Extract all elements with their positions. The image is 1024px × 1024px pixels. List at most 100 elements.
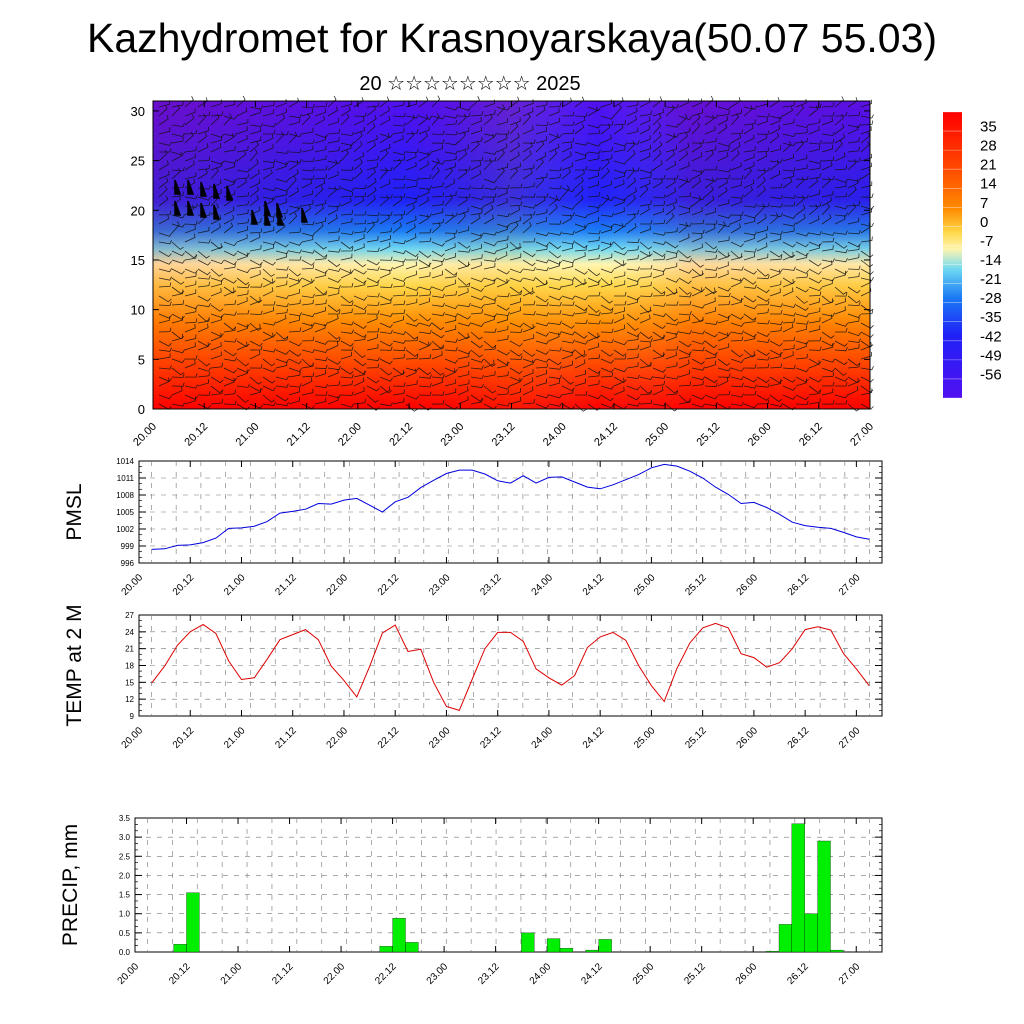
wind-barb bbox=[457, 168, 468, 180]
wind-barb bbox=[678, 98, 690, 108]
wind-barb bbox=[249, 296, 261, 306]
wind-barb bbox=[561, 331, 576, 336]
wind-barb bbox=[457, 112, 471, 117]
wind-barb bbox=[158, 160, 169, 171]
wind-barb bbox=[795, 313, 810, 318]
wind-barb bbox=[236, 283, 250, 289]
wind-barb bbox=[587, 192, 601, 198]
wind-barb bbox=[678, 398, 691, 405]
wind-barb bbox=[847, 229, 861, 235]
y-tick-label: 12 bbox=[125, 695, 134, 704]
wind-barb bbox=[730, 241, 744, 248]
wind-barb bbox=[561, 360, 573, 369]
wind-barb bbox=[600, 268, 615, 274]
y-tick-label: 0.0 bbox=[119, 948, 131, 957]
wind-barb bbox=[769, 363, 783, 369]
wind-barb bbox=[808, 277, 822, 284]
wind-barb bbox=[444, 368, 456, 378]
wind-barb bbox=[392, 331, 406, 336]
wind-barb bbox=[236, 168, 250, 173]
wind-barb bbox=[587, 217, 599, 225]
colorbar-scale bbox=[943, 112, 962, 398]
wind-barb bbox=[587, 332, 599, 342]
wind-barb bbox=[314, 155, 327, 162]
wind-barb bbox=[353, 131, 363, 144]
wind-barb bbox=[431, 400, 445, 405]
wind-barb bbox=[496, 292, 510, 298]
wind-barb bbox=[496, 315, 508, 324]
wind-barb bbox=[782, 323, 794, 333]
wind-barb bbox=[834, 258, 848, 263]
wind-barb bbox=[392, 134, 404, 144]
wind-barb bbox=[353, 358, 367, 367]
wind-barb bbox=[288, 205, 300, 216]
wind-barb bbox=[756, 349, 770, 356]
y-tick-label: 24 bbox=[125, 628, 134, 637]
wind-barb bbox=[314, 323, 326, 333]
wind-barb bbox=[717, 377, 729, 387]
wind-barb bbox=[587, 379, 600, 387]
wind-barb bbox=[496, 198, 508, 207]
wind-barb bbox=[288, 131, 298, 144]
wind-barb bbox=[665, 313, 678, 322]
heatmap-shading bbox=[153, 101, 870, 409]
wind-barb bbox=[652, 122, 662, 135]
wind-barb bbox=[171, 316, 183, 324]
precip-bar bbox=[804, 913, 818, 953]
wind-barb bbox=[457, 166, 471, 171]
wind-barb bbox=[535, 100, 548, 108]
wind-barb bbox=[249, 350, 261, 360]
wind-barb bbox=[665, 241, 679, 249]
wind-barb bbox=[483, 345, 497, 351]
wind-barb bbox=[470, 205, 485, 210]
wind-barb bbox=[457, 313, 471, 320]
wind-barb bbox=[483, 158, 492, 171]
wind-barb bbox=[522, 107, 534, 117]
wind-barb bbox=[821, 190, 834, 198]
wind-barb bbox=[249, 283, 263, 288]
wind-barb bbox=[431, 378, 443, 387]
wind-barb bbox=[379, 194, 393, 199]
wind-barb bbox=[535, 173, 548, 180]
wind-barb bbox=[444, 155, 457, 162]
wind-barb bbox=[704, 331, 718, 338]
wind-barb bbox=[379, 402, 393, 407]
wind-barb bbox=[184, 289, 197, 297]
wind-barb bbox=[327, 381, 341, 387]
wind-barb bbox=[704, 353, 717, 360]
wind-barb bbox=[184, 355, 198, 360]
wind-barb bbox=[652, 141, 663, 153]
wind-barb bbox=[574, 116, 586, 126]
wind-barb bbox=[639, 331, 653, 340]
x-tick-label: 23.12 bbox=[478, 572, 504, 598]
wind-barb bbox=[496, 225, 508, 234]
wind-barb bbox=[548, 102, 562, 108]
wind-barb bbox=[522, 182, 535, 189]
wind-barb bbox=[262, 129, 276, 135]
wind-barb bbox=[548, 231, 562, 236]
wind-barb bbox=[548, 167, 562, 172]
wind-barb bbox=[236, 234, 248, 243]
wind-barb bbox=[834, 394, 849, 399]
wind-barb bbox=[262, 187, 277, 192]
wind-barb bbox=[184, 96, 194, 108]
wind-barb bbox=[600, 146, 613, 153]
wind-barb bbox=[821, 117, 833, 126]
wind-barb bbox=[483, 358, 496, 367]
wind-barb bbox=[496, 304, 510, 311]
x-tick-label: 23.00 bbox=[438, 421, 466, 449]
wind-barb bbox=[158, 313, 172, 319]
wind-barb bbox=[548, 185, 562, 190]
wind-barb bbox=[834, 292, 848, 297]
wind-barb bbox=[470, 117, 482, 126]
wind-barb bbox=[197, 358, 211, 367]
wind-barb bbox=[353, 158, 363, 171]
wind-barb bbox=[704, 185, 714, 198]
wind-barb bbox=[665, 204, 676, 216]
wind-barb bbox=[652, 108, 664, 117]
wind-barb bbox=[158, 177, 169, 189]
wind-barb bbox=[496, 243, 508, 252]
wind-barb bbox=[210, 136, 222, 144]
wind-barb bbox=[379, 211, 393, 216]
